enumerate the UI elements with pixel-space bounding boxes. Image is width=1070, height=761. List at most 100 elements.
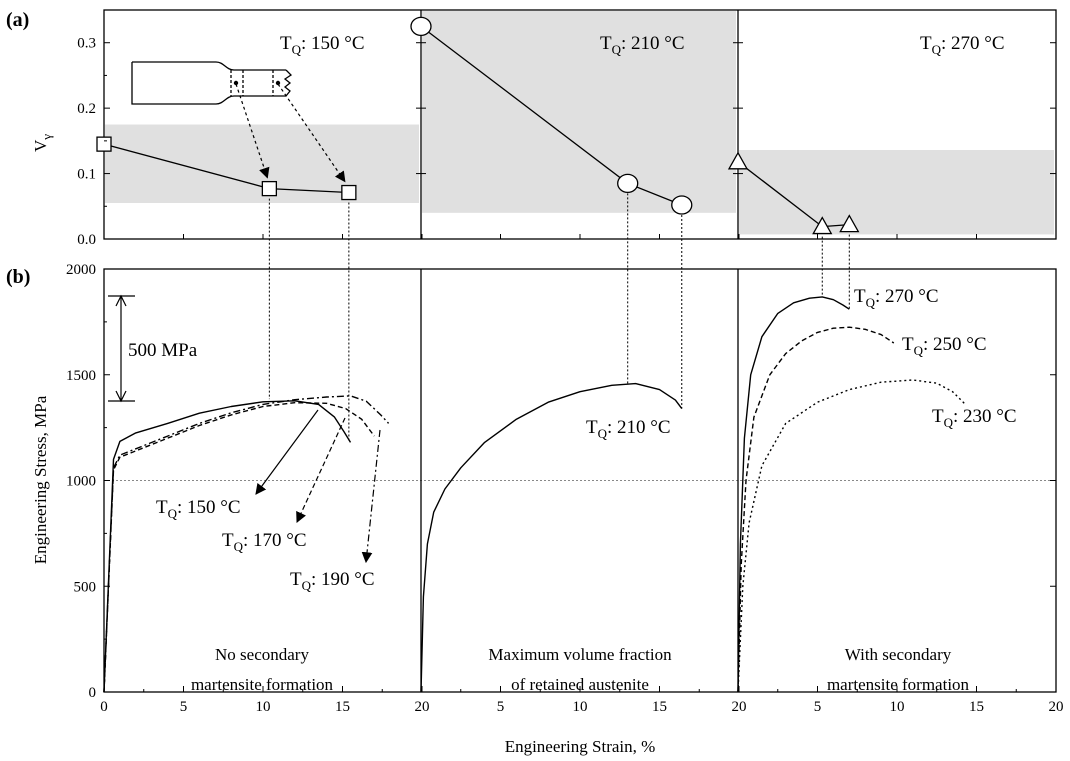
stress-strain-curves-layer — [103, 296, 966, 693]
axis-ticks-layer: 0.0 0.1 0.2 0.3 0 500 1000 1500 2000 0 5 10 15 20 5 10 1… — [66, 36, 1064, 715]
curve-2-0 — [737, 296, 850, 693]
vgamma-point-0-1 — [261, 180, 278, 197]
tq-label-b-270: TQ: 270 °C — [854, 286, 939, 310]
ytick-label-a-3: 0.3 — [77, 36, 96, 52]
y-axis-title-a: Vγ — [31, 134, 54, 152]
tq-label-b-270-t: T — [854, 286, 866, 307]
tq-label-b-150-sub: Q — [168, 506, 178, 521]
xtick-label-1: 5 — [180, 699, 188, 715]
tq-label-b-190-sub: Q — [302, 578, 312, 593]
scale-bar-label: 500 MPa — [128, 340, 198, 361]
tq-label-b-210: TQ: 210 °C — [586, 417, 671, 441]
tq-label-a-270: TQ: 270 °C — [920, 33, 1005, 57]
ytick-label-b-1: 500 — [74, 579, 97, 595]
band-a-2 — [739, 150, 1054, 235]
ytick-label-a-1: 0.1 — [77, 167, 96, 183]
xtick-label-12: 20 — [1049, 699, 1064, 715]
tq-label-b-150-t: T — [156, 497, 168, 518]
vgamma-point-1-1 — [617, 173, 639, 194]
tq-label-b-170-t: T — [222, 530, 234, 551]
vgamma-point-1-0 — [410, 16, 432, 37]
tq-label-b-230-val: : 230 °C — [953, 406, 1017, 427]
tq-label-b-250-sub: Q — [914, 343, 924, 358]
xtick-label-5: 5 — [497, 699, 505, 715]
ytick-label-b-4: 2000 — [66, 262, 96, 278]
tq-label-b-190-t: T — [290, 569, 302, 590]
xtick-label-4: 20 — [415, 699, 430, 715]
note-right-line1: With secondary — [845, 645, 952, 664]
arrow-specimen-1 — [235, 83, 270, 179]
y-axis-title-a-sub: γ — [39, 134, 54, 141]
ytick-label-a-2: 0.2 — [77, 101, 96, 117]
xtick-label-11: 15 — [969, 699, 984, 715]
tq-label-a-150-val: : 150 °C — [301, 33, 365, 54]
note-left-line1: No secondary — [215, 645, 309, 664]
vgamma-point-0-0 — [96, 136, 112, 152]
tq-label-b-270-sub: Q — [866, 295, 876, 310]
tq-label-a-210-val: : 210 °C — [621, 33, 685, 54]
curve-2-2 — [737, 379, 966, 693]
tq-label-a-270-sub: Q — [932, 42, 942, 57]
tq-label-b-150: TQ: 150 °C — [156, 497, 241, 521]
curve-0-2 — [103, 395, 390, 693]
vgamma-point-2-2 — [839, 214, 860, 233]
tq-label-b-210-sub: Q — [598, 426, 608, 441]
tq-label-b-150-val: : 150 °C — [177, 497, 241, 518]
panel-a-label: (a) — [6, 9, 29, 31]
ytick-label-b-3: 1500 — [66, 368, 96, 384]
ytick-label-b-2: 1000 — [66, 474, 96, 490]
tq-label-b-190-val: : 190 °C — [311, 569, 375, 590]
tq-label-b-190: TQ: 190 °C — [290, 569, 375, 593]
xtick-label-3: 15 — [335, 699, 350, 715]
arrow-specimen-2 — [277, 83, 346, 183]
xtick-label-2: 10 — [256, 699, 271, 715]
xtick-label-9: 5 — [814, 699, 822, 715]
curve-0-1 — [103, 402, 375, 693]
tq-label-b-250: TQ: 250 °C — [902, 334, 987, 358]
tq-label-a-150-sub: Q — [292, 42, 302, 57]
tq-label-b-170-val: : 170 °C — [243, 530, 307, 551]
xtick-label-6: 10 — [573, 699, 588, 715]
xtick-label-7: 15 — [652, 699, 667, 715]
tq-label-b-210-t: T — [586, 417, 598, 438]
tq-label-b-230-t: T — [932, 406, 944, 427]
curve-0-0 — [103, 400, 352, 693]
tq-label-b-250-val: : 250 °C — [923, 334, 987, 355]
y-axis-title-a-main: V — [31, 139, 50, 152]
xtick-label-8: 20 — [732, 699, 747, 715]
vgamma-point-2-1 — [812, 216, 833, 235]
note-middle-line2: of retained austenite — [511, 675, 649, 694]
tq-label-b-230-sub: Q — [944, 415, 954, 430]
tq-label-b-270-val: : 270 °C — [875, 286, 939, 307]
tq-label-b-210-val: : 210 °C — [607, 417, 671, 438]
vgamma-point-1-2 — [671, 195, 693, 215]
tq-label-b-170: TQ: 170 °C — [222, 530, 307, 554]
panel-b-label: (b) — [6, 266, 30, 288]
tq-label-a-150-t: T — [280, 33, 292, 54]
tq-label-b-250-t: T — [902, 334, 914, 355]
ytick-label-b-0: 0 — [89, 685, 97, 701]
arrow-tq190 — [361, 429, 381, 564]
arrow-tq170 — [296, 417, 346, 523]
curve-1-0 — [420, 382, 683, 693]
tq-label-b-230: TQ: 230 °C — [932, 406, 1017, 430]
tq-label-b-170-sub: Q — [234, 539, 244, 554]
xtick-label-0: 0 — [100, 699, 108, 715]
tq-label-a-210-t: T — [600, 33, 612, 54]
tq-label-a-150: TQ: 150 °C — [280, 33, 365, 57]
note-middle-line1: Maximum volume fraction — [488, 645, 672, 664]
ytick-label-a-0: 0.0 — [77, 232, 96, 248]
retained-austenite-markers-layer — [96, 16, 860, 235]
tq-label-a-270-t: T — [920, 33, 932, 54]
shaded-bands-layer — [105, 11, 1054, 235]
x-axis-title: Engineering Strain, % — [505, 737, 656, 756]
xtick-label-10: 10 — [890, 699, 905, 715]
tq-label-a-210-sub: Q — [612, 42, 622, 57]
y-axis-title-b: Engineering Stress, MPa — [31, 395, 50, 564]
arrow-tq150 — [255, 409, 319, 495]
band-a-1 — [422, 11, 736, 213]
vgamma-point-0-2 — [341, 184, 357, 201]
vgamma-point-2-0 — [727, 151, 749, 170]
scale-bar — [108, 294, 135, 403]
